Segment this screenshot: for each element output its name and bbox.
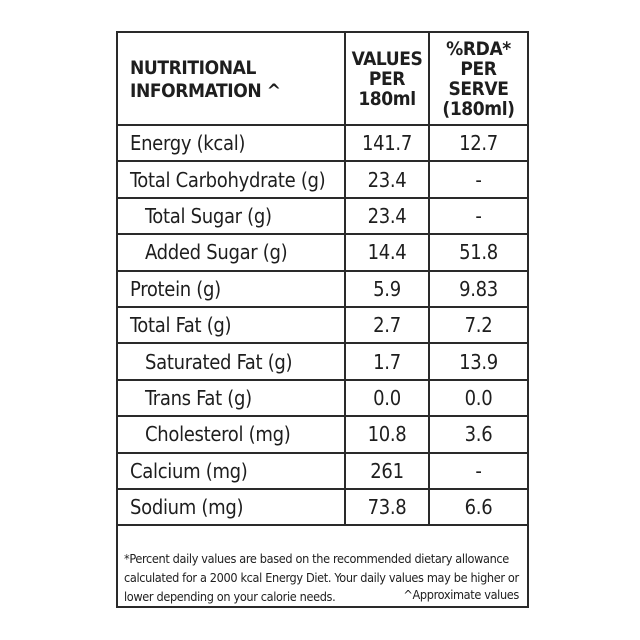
nutrient-value: 10.8 — [344, 416, 429, 454]
nutrient-value: 141.7 — [344, 125, 429, 163]
nutrient-name: Protein (g) — [118, 270, 345, 308]
nutrient-value: 0.0 — [344, 379, 429, 418]
footnote-line: *Percent daily values are based on the r… — [124, 551, 509, 566]
nutrient-value: 23.4 — [344, 197, 429, 236]
nutrient-name: Added Sugar (g) — [118, 234, 345, 272]
header-rda-per-serve: %RDA* PER SERVE (180ml) — [428, 33, 527, 126]
nutrient-name: Trans Fat (g) — [118, 379, 345, 418]
nutrient-rda: - — [428, 197, 527, 236]
nutrient-value: 23.4 — [344, 161, 429, 199]
table-header-row: NUTRITIONAL INFORMATION ^ VALUES PER 180… — [118, 33, 527, 126]
table-row: Total Fat (g) 2.7 7.2 — [118, 306, 527, 345]
header-text: %RDA* — [446, 37, 511, 60]
nutrient-name: Calcium (mg) — [118, 452, 345, 490]
nutrient-name: Energy (kcal) — [118, 125, 345, 163]
nutrient-value: 5.9 — [344, 270, 429, 308]
nutrient-name: Sodium (mg) — [118, 488, 345, 527]
table-row: Protein (g) 5.9 9.83 — [118, 270, 527, 308]
nutrient-rda: - — [428, 161, 527, 199]
header-text: PER SERVE — [448, 57, 509, 100]
nutrient-rda: 13.9 — [428, 343, 527, 381]
nutrient-value: 14.4 — [344, 234, 429, 272]
header-text: VALUES — [351, 47, 423, 70]
footnote-line: lower depending on your calorie needs. — [124, 589, 336, 604]
nutrient-value: 1.7 — [344, 343, 429, 381]
table-row: Calcium (mg) 261 - — [118, 452, 527, 490]
table-row: Saturated Fat (g) 1.7 13.9 — [118, 343, 527, 381]
nutrient-rda: 7.2 — [428, 306, 527, 345]
nutrient-name: Total Sugar (g) — [118, 197, 345, 236]
nutrient-value: 2.7 — [344, 306, 429, 345]
nutrient-rda: 0.0 — [428, 379, 527, 418]
header-text: 180ml — [358, 87, 416, 110]
table-row: Energy (kcal) 141.7 12.7 — [118, 125, 527, 163]
nutrient-rda: - — [428, 452, 527, 490]
header-text: NUTRITIONAL — [130, 56, 256, 79]
table-row: Added Sugar (g) 14.4 51.8 — [118, 234, 527, 272]
header-text: INFORMATION ^ — [130, 79, 281, 102]
footnote-line: calculated for a 2000 kcal Energy Diet. … — [124, 570, 519, 585]
nutrient-rda: 51.8 — [428, 234, 527, 272]
nutrient-rda: 9.83 — [428, 270, 527, 308]
nutrient-value: 261 — [344, 452, 429, 490]
table-row: Trans Fat (g) 0.0 0.0 — [118, 379, 527, 418]
header-text: (180ml) — [442, 97, 515, 120]
nutrient-rda: 6.6 — [428, 488, 527, 527]
nutrient-rda: 12.7 — [428, 125, 527, 163]
nutrition-label: NUTRITIONAL INFORMATION ^ VALUES PER 180… — [116, 31, 529, 608]
header-text: PER — [368, 67, 406, 90]
table-row: Total Carbohydrate (g) 23.4 - — [118, 161, 527, 199]
nutrition-table: NUTRITIONAL INFORMATION ^ VALUES PER 180… — [118, 33, 527, 527]
nutrient-value: 73.8 — [344, 488, 429, 527]
nutrient-name: Total Carbohydrate (g) — [118, 161, 345, 199]
header-nutritional-information: NUTRITIONAL INFORMATION ^ — [118, 33, 345, 126]
nutrient-name: Saturated Fat (g) — [118, 343, 345, 381]
nutrient-rda: 3.6 — [428, 416, 527, 454]
approximate-values-note: ^Approximate values — [403, 587, 519, 602]
table-row: Total Sugar (g) 23.4 - — [118, 197, 527, 236]
nutrient-name: Total Fat (g) — [118, 306, 345, 345]
footnote: *Percent daily values are based on the r… — [124, 549, 524, 606]
header-values-per-serve: VALUES PER 180ml — [344, 33, 429, 126]
table-row: Cholesterol (mg) 10.8 3.6 — [118, 416, 527, 454]
table-row: Sodium (mg) 73.8 6.6 — [118, 488, 527, 527]
nutrient-name: Cholesterol (mg) — [118, 416, 345, 454]
